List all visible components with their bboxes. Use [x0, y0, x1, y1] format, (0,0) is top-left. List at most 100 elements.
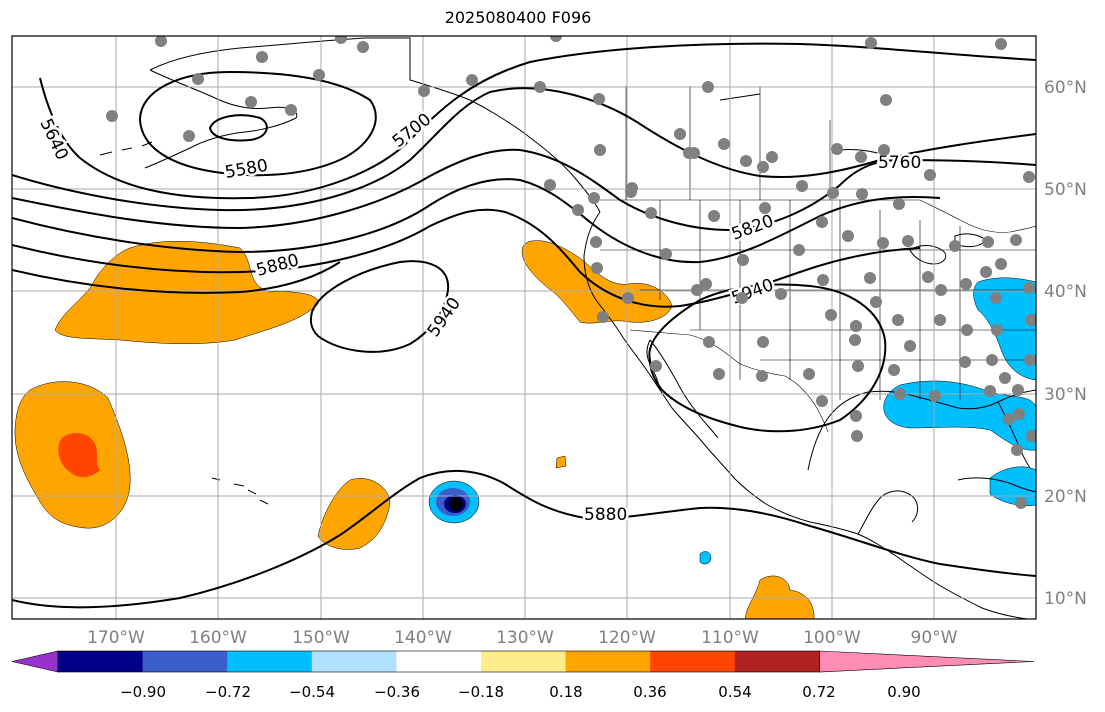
station-marker — [1003, 413, 1015, 425]
graticule — [12, 36, 1036, 619]
height-contours — [12, 42, 1036, 609]
colorbar-segment — [142, 651, 228, 672]
station-marker — [831, 143, 843, 155]
station-marker — [1013, 408, 1025, 420]
station-marker — [245, 96, 257, 108]
station-marker — [718, 138, 730, 150]
station-marker — [534, 81, 546, 93]
lon-tick-160w: 160°W — [189, 628, 247, 648]
florida — [997, 401, 1031, 469]
west-coast — [583, 211, 1032, 619]
station-marker — [1026, 430, 1036, 442]
colorbar-segment — [650, 651, 736, 672]
station-marker — [849, 334, 861, 346]
station-marker — [793, 244, 805, 256]
colorbar-frame — [57, 650, 820, 673]
positive-anomaly-small — [555, 455, 567, 469]
cb-tick-7: 0.54 — [718, 683, 751, 701]
contour-5820 — [12, 178, 941, 264]
station-marker — [817, 274, 829, 286]
station-marker — [645, 207, 657, 219]
contour-5940-ocean — [309, 260, 450, 353]
station-marker — [982, 236, 994, 248]
station-marker — [106, 110, 118, 122]
cb-tick-2: −0.54 — [289, 683, 335, 701]
station-marker — [894, 388, 906, 400]
station-marker — [590, 236, 602, 248]
contour-label-5760: 5760 — [878, 153, 921, 173]
station-marker — [877, 237, 889, 249]
station-marker — [572, 204, 584, 216]
colorbar-extend-low — [11, 650, 59, 673]
contour-label-5880-south: 5880 — [584, 505, 627, 525]
hawaii-islands — [211, 477, 269, 505]
station-marker — [816, 216, 828, 228]
station-marker — [924, 169, 936, 181]
station-marker — [880, 94, 892, 106]
station-marker — [864, 272, 876, 284]
colorbar-segment — [734, 651, 820, 672]
colorbar-segment — [311, 651, 397, 672]
station-marker — [827, 187, 839, 199]
lon-tick-130w: 130°W — [496, 628, 554, 648]
station-marker — [850, 320, 862, 332]
station-marker — [418, 85, 430, 97]
lat-tick-60n: 60°N — [1044, 78, 1087, 98]
station-marker — [842, 230, 854, 242]
station-marker — [892, 314, 904, 326]
station-marker — [934, 314, 946, 326]
cb-tick-5: 0.18 — [549, 683, 582, 701]
station-marker — [737, 254, 749, 266]
station-marker — [550, 36, 562, 42]
station-marker — [1010, 234, 1022, 246]
station-marker — [825, 309, 837, 321]
station-marker — [922, 271, 934, 283]
station-marker — [893, 198, 905, 210]
yucatan — [857, 490, 919, 535]
station-marker — [995, 38, 1007, 50]
contour-5880-mid — [12, 261, 341, 294]
station-marker — [980, 266, 992, 278]
station-marker — [622, 292, 634, 304]
station-marker — [703, 336, 715, 348]
station-marker — [594, 144, 606, 156]
station-marker — [335, 36, 347, 44]
station-marker — [740, 155, 752, 167]
station-marker — [902, 235, 914, 247]
lat-tick-20n: 20°N — [1044, 487, 1087, 507]
station-marker — [588, 192, 600, 204]
station-marker — [935, 284, 947, 296]
station-marker — [796, 180, 808, 192]
station-marker — [851, 430, 863, 442]
colorbar — [11, 650, 1035, 673]
lon-tick-90w: 90°W — [911, 628, 958, 648]
station-marker — [1023, 171, 1035, 183]
station-marker — [984, 385, 996, 397]
cb-tick-4: −0.18 — [458, 683, 504, 701]
us-mexico-border — [629, 329, 829, 433]
colorbar-extend-high — [819, 650, 1035, 673]
colorbar-segment — [58, 651, 144, 672]
lon-tick-150w: 150°W — [292, 628, 350, 648]
station-marker — [949, 240, 961, 252]
station-marker — [888, 364, 900, 376]
station-marker — [870, 296, 882, 308]
station-marker — [650, 360, 662, 372]
station-marker — [1011, 444, 1023, 456]
station-marker — [736, 292, 748, 304]
cb-tick-8: 0.72 — [802, 683, 835, 701]
station-marker — [757, 336, 769, 348]
station-marker — [850, 410, 862, 422]
station-marker — [991, 324, 1003, 336]
alaska-coast — [144, 37, 601, 213]
station-marker — [803, 368, 815, 380]
station-marker — [878, 144, 890, 156]
contour-5880-south — [12, 469, 1036, 609]
map-title: 2025080400 F096 — [444, 8, 592, 27]
station-marker — [702, 81, 714, 93]
station-marker — [759, 202, 771, 214]
positive-anomaly-east-pacific-south — [744, 575, 815, 619]
station-marker — [904, 340, 916, 352]
cb-tick-9: 0.90 — [887, 683, 920, 701]
station-marker — [660, 248, 672, 260]
